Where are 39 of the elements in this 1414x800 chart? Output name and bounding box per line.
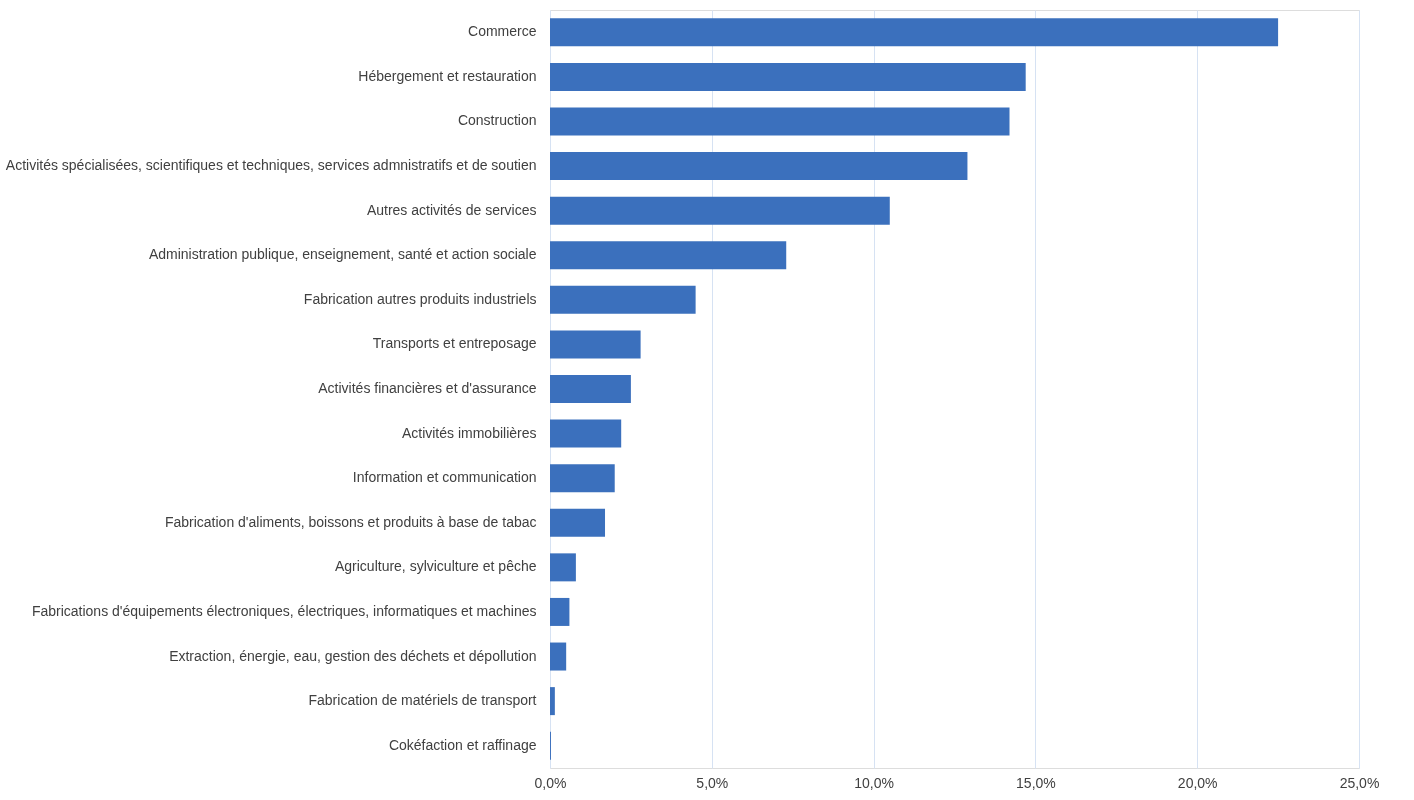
x-tick-label: 0,0% — [534, 774, 567, 791]
bar — [550, 508, 606, 537]
y-tick-label: Fabrication autres produits industriels — [303, 290, 537, 307]
y-tick-label: Administration publique, enseignement, santé et action sociale — [148, 246, 537, 263]
bar — [550, 241, 787, 270]
y-tick-label: Fabrication de matériels de transport — [308, 692, 537, 709]
y-tick-label: Information et communication — [352, 469, 537, 486]
y-tick-label: Extraction, énergie, eau, gestion des déchets et dépollution — [169, 647, 537, 664]
bar — [550, 553, 576, 582]
y-tick-label: Commerce — [468, 23, 537, 40]
y-tick-label: Transports et entreposage — [372, 335, 537, 352]
bar — [550, 18, 1279, 47]
y-tick-label: Activités immobilières — [401, 424, 537, 441]
y-tick-label: Agriculture, sylviculture et pêche — [334, 558, 537, 575]
bar — [550, 597, 570, 626]
y-tick-label: Cokéfaction et raffinage — [388, 736, 537, 753]
x-tick-label: 10,0% — [854, 774, 894, 791]
x-tick-label: 15,0% — [1016, 774, 1056, 791]
y-tick-label: Activités financières et d'assurance — [318, 380, 537, 396]
y-tick-label: Fabrication d'aliments, boissons et produits à base de tabac — [164, 513, 537, 530]
bar — [550, 62, 1026, 91]
bar — [550, 687, 555, 716]
x-tick-label: 20,0% — [1177, 774, 1218, 791]
bar — [550, 196, 890, 225]
bar — [550, 642, 567, 671]
bar — [550, 107, 1010, 136]
bar — [550, 464, 615, 493]
bar — [550, 375, 631, 403]
bar — [550, 285, 696, 314]
bar — [550, 152, 968, 181]
y-tick-label: Hébergement et restauration — [358, 67, 537, 84]
bar — [550, 330, 641, 359]
x-tick-label: 5,0% — [696, 774, 729, 791]
y-tick-label: Fabrications d'équipements électroniques, électriques, informatiques et machines — [31, 602, 537, 619]
x-tick-label: 25,0% — [1339, 774, 1380, 791]
y-tick-label: Autres activités de services — [366, 201, 537, 218]
y-tick-label: Construction — [457, 112, 537, 129]
bar — [550, 419, 622, 448]
y-tick-label: Activités spécialisées, scientifiques et techniques, services admnistratifs et de soutien — [5, 157, 537, 174]
